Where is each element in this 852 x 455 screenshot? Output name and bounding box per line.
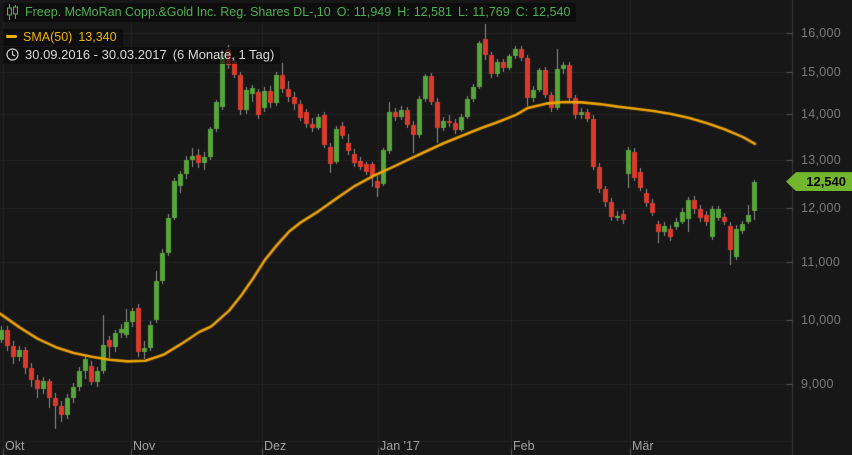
candlestick-series-icon	[6, 4, 19, 20]
last-price-value: 12,540	[806, 174, 846, 190]
high-label: H:	[397, 5, 410, 19]
low-label: L:	[457, 5, 469, 19]
x-axis-label: Dez	[264, 439, 287, 453]
open-value: 11,949	[353, 5, 392, 19]
sma-label: SMA(50)	[23, 29, 73, 44]
x-axis-label: Nov	[133, 439, 156, 453]
instrument-name: Freep. McMoRan Copp.&Gold Inc. Reg. Shar…	[25, 5, 331, 19]
sma-value: 13,340	[78, 29, 117, 44]
y-axis-label: 13,000	[801, 152, 842, 167]
close-value: 12,540	[532, 5, 571, 19]
chart-legend: Freep. McMoRan Copp.&Gold Inc. Reg. Shar…	[3, 3, 577, 66]
instrument-legend-row[interactable]: Freep. McMoRan Copp.&Gold Inc. Reg. Shar…	[3, 3, 577, 22]
x-axis-label: Okt	[5, 439, 25, 453]
high-value: 12,581	[413, 5, 452, 19]
y-axis-label: 15,000	[801, 65, 842, 80]
open-label: O:	[336, 5, 350, 19]
last-price-tag: 12,540	[786, 172, 852, 192]
y-axis-label: 11,000	[801, 254, 841, 269]
y-axis-label: 16,000	[801, 26, 842, 40]
sma-line-icon	[6, 35, 17, 38]
x-axis-label: Mär	[632, 439, 654, 453]
x-axis-label: Feb	[513, 439, 535, 453]
y-axis-label: 10,000	[801, 312, 842, 327]
date-range-row[interactable]: 30.09.2016 - 30.03.2017 (6 Monate, 1 Tag…	[3, 46, 281, 64]
close-label: C:	[515, 5, 529, 19]
y-axis-label: 14,000	[801, 107, 842, 122]
x-axis-label: Jan '17	[380, 439, 420, 453]
y-axis-label: 9,000	[801, 376, 834, 391]
low-value: 11,769	[472, 5, 510, 19]
date-range: 30.09.2016 - 30.03.2017	[25, 46, 167, 62]
y-axis-label: 12,000	[801, 201, 842, 216]
sma-legend-row[interactable]: SMA(50) 13,340	[3, 28, 123, 46]
interval-label: (6 Monate, 1 Tag)	[172, 46, 275, 62]
clock-icon	[6, 48, 19, 61]
